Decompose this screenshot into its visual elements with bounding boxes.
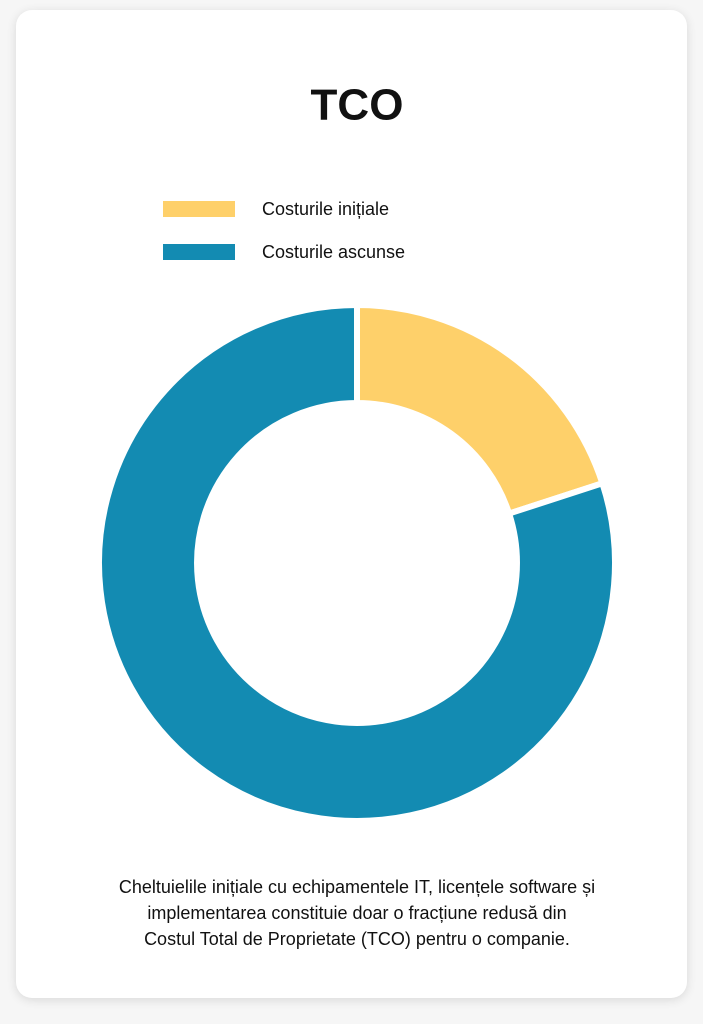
legend-swatch [163, 244, 235, 260]
description: Costul Total de Proprietate (TCO) pentru… [144, 929, 570, 949]
donut-slice [354, 301, 607, 518]
description: implementarea constituie doar o fracțiun… [147, 903, 566, 923]
legend-label: Costurile inițiale [262, 199, 389, 219]
chart-title: TCO [311, 81, 404, 130]
description: Cheltuielile inițiale cu echipamentele I… [119, 877, 595, 897]
legend-label: Costurile ascunse [262, 242, 405, 262]
legend-swatch [163, 201, 235, 217]
donut-slice [96, 301, 618, 824]
